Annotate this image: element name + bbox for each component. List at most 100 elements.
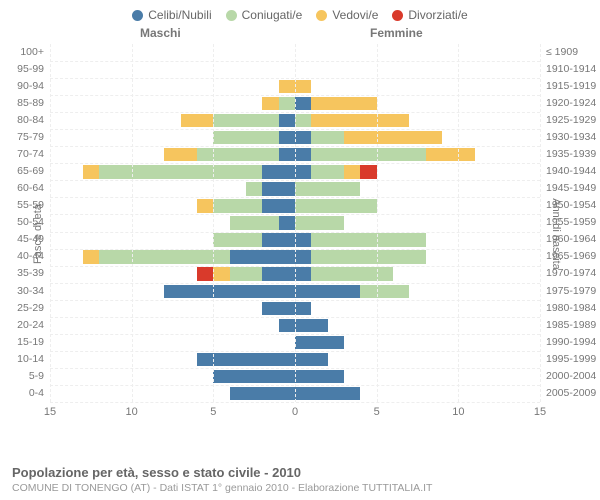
x-tick: 5 xyxy=(210,406,216,418)
bar-female xyxy=(295,148,540,161)
bar-male xyxy=(50,267,295,280)
segment xyxy=(295,80,311,93)
segment xyxy=(197,148,279,161)
legend-label: Celibi/Nubili xyxy=(148,8,211,22)
gender-headers: Maschi Femmine xyxy=(0,26,600,44)
segment xyxy=(164,148,197,161)
bar-female xyxy=(295,182,540,195)
bar-male xyxy=(50,353,295,366)
segment xyxy=(213,114,278,127)
legend-label: Vedovi/e xyxy=(332,8,378,22)
bar-male xyxy=(50,216,295,229)
bar-male xyxy=(50,131,295,144)
bar-female xyxy=(295,46,540,59)
bar-female xyxy=(295,63,540,76)
legend-swatch xyxy=(316,10,327,21)
birth-label: 1920-1924 xyxy=(540,97,596,109)
legend-swatch xyxy=(132,10,143,21)
segment xyxy=(295,387,360,400)
segment xyxy=(295,165,311,178)
segment xyxy=(230,267,263,280)
vgrid xyxy=(377,44,378,402)
vgrid xyxy=(458,44,459,402)
birth-label: 1960-1964 xyxy=(540,233,596,245)
bar-female xyxy=(295,165,540,178)
age-label: 85-89 xyxy=(17,97,50,109)
segment xyxy=(213,199,262,212)
bar-male xyxy=(50,182,295,195)
bar-male xyxy=(50,302,295,315)
segment xyxy=(344,165,360,178)
segment xyxy=(262,267,295,280)
segment xyxy=(279,131,295,144)
segment xyxy=(197,267,213,280)
age-label: 50-54 xyxy=(17,216,50,228)
bar-female xyxy=(295,199,540,212)
caption-title: Popolazione per età, sesso e stato civil… xyxy=(12,465,432,480)
segment xyxy=(230,387,295,400)
bar-female xyxy=(295,387,540,400)
segment xyxy=(295,148,311,161)
vgrid xyxy=(50,44,51,402)
age-label: 35-39 xyxy=(17,267,50,279)
segment xyxy=(311,165,344,178)
segment xyxy=(99,165,262,178)
segment xyxy=(262,199,295,212)
age-label: 60-64 xyxy=(17,182,50,194)
age-label: 5-9 xyxy=(29,370,50,382)
legend-item: Divorziati/e xyxy=(392,8,467,22)
birth-label: 1985-1989 xyxy=(540,319,596,331)
segment xyxy=(197,199,213,212)
vgrid xyxy=(295,44,296,402)
segment xyxy=(311,267,393,280)
segment xyxy=(279,80,295,93)
age-label: 25-29 xyxy=(17,302,50,314)
age-label: 55-59 xyxy=(17,199,50,211)
birth-label: 2000-2004 xyxy=(540,370,596,382)
segment xyxy=(279,319,295,332)
header-male: Maschi xyxy=(140,26,181,40)
segment xyxy=(279,148,295,161)
bar-female xyxy=(295,250,540,263)
segment xyxy=(99,250,230,263)
age-label: 30-34 xyxy=(17,285,50,297)
segment xyxy=(83,250,99,263)
legend-item: Vedovi/e xyxy=(316,8,378,22)
x-tick: 5 xyxy=(374,406,380,418)
segment xyxy=(311,131,344,144)
segment xyxy=(213,233,262,246)
segment xyxy=(344,131,442,144)
birth-label: 1925-1929 xyxy=(540,114,596,126)
bar-female xyxy=(295,267,540,280)
legend-label: Divorziati/e xyxy=(408,8,467,22)
bar-male xyxy=(50,387,295,400)
segment xyxy=(311,97,376,110)
bar-male xyxy=(50,233,295,246)
age-label: 100+ xyxy=(20,46,50,58)
age-label: 45-49 xyxy=(17,233,50,245)
birth-label: ≤ 1909 xyxy=(540,46,578,58)
bar-female xyxy=(295,131,540,144)
segment xyxy=(164,285,295,298)
segment xyxy=(295,199,377,212)
age-label: 0-4 xyxy=(29,387,50,399)
bar-male xyxy=(50,46,295,59)
legend-label: Coniugati/e xyxy=(242,8,303,22)
age-label: 95-99 xyxy=(17,63,50,75)
segment xyxy=(197,353,295,366)
x-tick: 0 xyxy=(292,406,298,418)
birth-label: 1955-1959 xyxy=(540,216,596,228)
segment xyxy=(213,131,278,144)
age-label: 15-19 xyxy=(17,336,50,348)
segment xyxy=(295,370,344,383)
segment xyxy=(295,302,311,315)
x-tick: 10 xyxy=(452,406,464,418)
bar-male xyxy=(50,63,295,76)
vgrid xyxy=(540,44,541,402)
segment xyxy=(360,285,409,298)
bar-male xyxy=(50,336,295,349)
legend-item: Celibi/Nubili xyxy=(132,8,211,22)
segment xyxy=(279,114,295,127)
bar-female xyxy=(295,114,540,127)
bar-male xyxy=(50,114,295,127)
